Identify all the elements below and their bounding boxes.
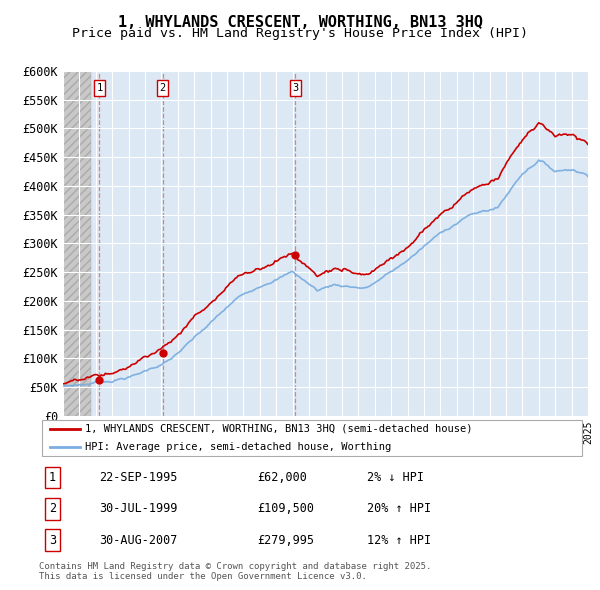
Text: 1, WHYLANDS CRESCENT, WORTHING, BN13 3HQ (semi-detached house): 1, WHYLANDS CRESCENT, WORTHING, BN13 3HQ… [85, 424, 473, 434]
Text: £279,995: £279,995 [257, 533, 314, 546]
Text: 22-SEP-1995: 22-SEP-1995 [99, 471, 178, 484]
Text: HPI: Average price, semi-detached house, Worthing: HPI: Average price, semi-detached house,… [85, 442, 392, 453]
Bar [63, 71, 91, 416]
Text: Contains HM Land Registry data © Crown copyright and database right 2025.
This d: Contains HM Land Registry data © Crown c… [39, 562, 431, 581]
Text: 2: 2 [160, 83, 166, 93]
Text: 2% ↓ HPI: 2% ↓ HPI [367, 471, 424, 484]
Text: 12% ↑ HPI: 12% ↑ HPI [367, 533, 431, 546]
Text: Price paid vs. HM Land Registry's House Price Index (HPI): Price paid vs. HM Land Registry's House … [72, 27, 528, 40]
Text: 20% ↑ HPI: 20% ↑ HPI [367, 502, 431, 516]
Text: £109,500: £109,500 [257, 502, 314, 516]
Text: 30-JUL-1999: 30-JUL-1999 [99, 502, 178, 516]
Text: 1: 1 [96, 83, 103, 93]
Text: 2: 2 [49, 502, 56, 516]
Text: 30-AUG-2007: 30-AUG-2007 [99, 533, 178, 546]
FancyBboxPatch shape [42, 419, 582, 457]
Bar [63, 71, 91, 416]
Text: £62,000: £62,000 [257, 471, 307, 484]
Text: 3: 3 [292, 83, 298, 93]
Text: 1: 1 [49, 471, 56, 484]
Text: 3: 3 [49, 533, 56, 546]
Text: 1, WHYLANDS CRESCENT, WORTHING, BN13 3HQ: 1, WHYLANDS CRESCENT, WORTHING, BN13 3HQ [118, 15, 482, 30]
